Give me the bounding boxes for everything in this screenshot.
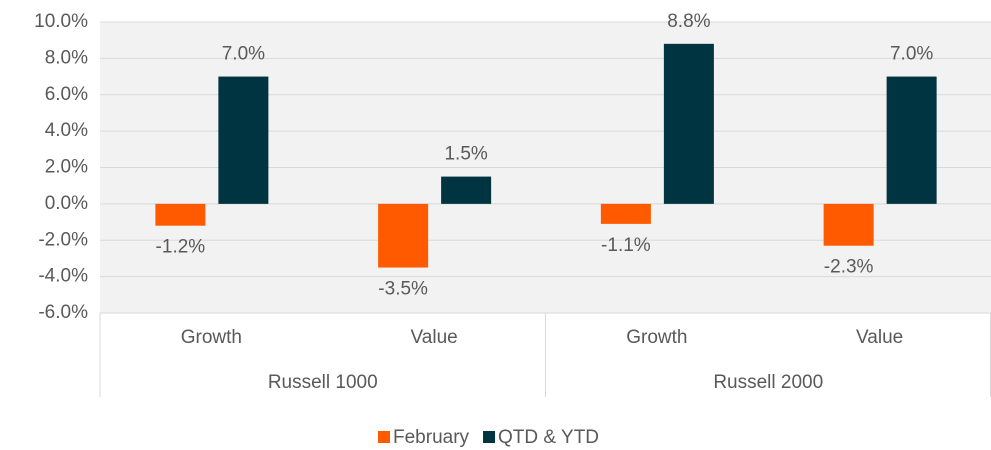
data-label: -3.5% bbox=[378, 279, 428, 300]
x-tick-label: Growth bbox=[181, 327, 242, 348]
x-tick-label: Value bbox=[856, 327, 903, 348]
bar bbox=[441, 176, 492, 204]
bar bbox=[663, 43, 714, 204]
legend-swatch bbox=[378, 431, 390, 443]
data-label: 7.0% bbox=[222, 44, 265, 65]
y-tick-label: 4.0% bbox=[45, 120, 88, 141]
bar bbox=[823, 203, 874, 246]
y-tick-label: 10.0% bbox=[34, 11, 88, 32]
y-tick-label: 0.0% bbox=[45, 193, 88, 214]
y-tick-label: 8.0% bbox=[45, 47, 88, 68]
x-tick-label: Value bbox=[411, 327, 458, 348]
bar bbox=[155, 203, 206, 226]
bar bbox=[218, 76, 269, 204]
bar bbox=[886, 76, 937, 204]
y-tick-label: -6.0% bbox=[38, 302, 88, 323]
data-label: 7.0% bbox=[890, 44, 933, 65]
data-label: -2.3% bbox=[824, 257, 874, 278]
bar bbox=[600, 203, 651, 224]
y-tick-label: -4.0% bbox=[38, 266, 88, 287]
group-label: Russell 1000 bbox=[268, 372, 378, 393]
legend-label: February bbox=[393, 427, 470, 448]
y-tick-label: 2.0% bbox=[45, 157, 88, 178]
x-tick-label: Growth bbox=[626, 327, 687, 348]
data-label: -1.2% bbox=[156, 237, 206, 258]
legend-label: QTD & YTD bbox=[498, 427, 599, 448]
group-label: Russell 2000 bbox=[713, 372, 823, 393]
y-tick-label: 6.0% bbox=[45, 84, 88, 105]
legend-swatch bbox=[483, 431, 496, 443]
bar bbox=[378, 203, 429, 268]
data-label: -1.1% bbox=[601, 235, 651, 256]
data-label: 8.8% bbox=[667, 11, 710, 32]
y-tick-label: -2.0% bbox=[38, 229, 88, 250]
data-label: 1.5% bbox=[444, 144, 487, 165]
